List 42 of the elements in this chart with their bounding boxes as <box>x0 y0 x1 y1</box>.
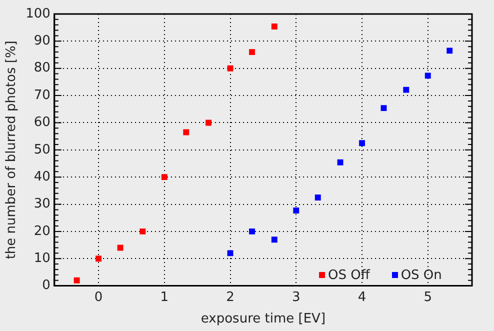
y-tick-label: 20 <box>34 224 50 239</box>
point <box>424 72 431 79</box>
point <box>183 129 190 136</box>
x-axis-title: exposure time [EV] <box>200 312 326 327</box>
x-tick-label: 5 <box>424 290 432 305</box>
y-tick-label: 90 <box>34 34 50 49</box>
point <box>446 48 453 54</box>
x-tick-label: 3 <box>292 290 300 305</box>
point <box>117 244 124 251</box>
y-tick-label: 70 <box>34 88 50 103</box>
point <box>227 65 234 72</box>
point <box>271 24 278 30</box>
y-axis-title: the number of blurred photos [%] <box>4 40 20 260</box>
point <box>403 86 410 93</box>
point <box>74 277 80 284</box>
point <box>380 105 387 112</box>
y-tick-label: 50 <box>34 142 50 158</box>
point <box>271 236 278 243</box>
point <box>227 250 234 256</box>
y-tick-label: 0 <box>42 278 50 294</box>
x-tick-label: 0 <box>94 290 103 305</box>
y-tick-label: 100 <box>26 6 50 22</box>
point <box>161 174 168 180</box>
point <box>96 256 102 262</box>
point <box>140 228 146 234</box>
point <box>249 228 255 234</box>
y-tick-label: 40 <box>34 169 50 184</box>
point <box>314 194 321 200</box>
y-tick-label: 60 <box>34 115 50 130</box>
point <box>249 49 255 56</box>
x-tick-label: 1 <box>160 290 169 305</box>
point <box>206 120 212 126</box>
point <box>337 159 344 166</box>
legend-label: OS On <box>400 268 442 283</box>
y-tick-label: 80 <box>34 60 50 76</box>
legend-label: OS Off <box>328 268 370 283</box>
point <box>293 208 300 214</box>
y-tick-label: 30 <box>34 196 50 212</box>
x-tick-label: 4 <box>358 290 366 305</box>
x-tick-label: 2 <box>226 290 234 305</box>
y-tick-label: 10 <box>34 250 50 266</box>
point <box>359 140 365 146</box>
